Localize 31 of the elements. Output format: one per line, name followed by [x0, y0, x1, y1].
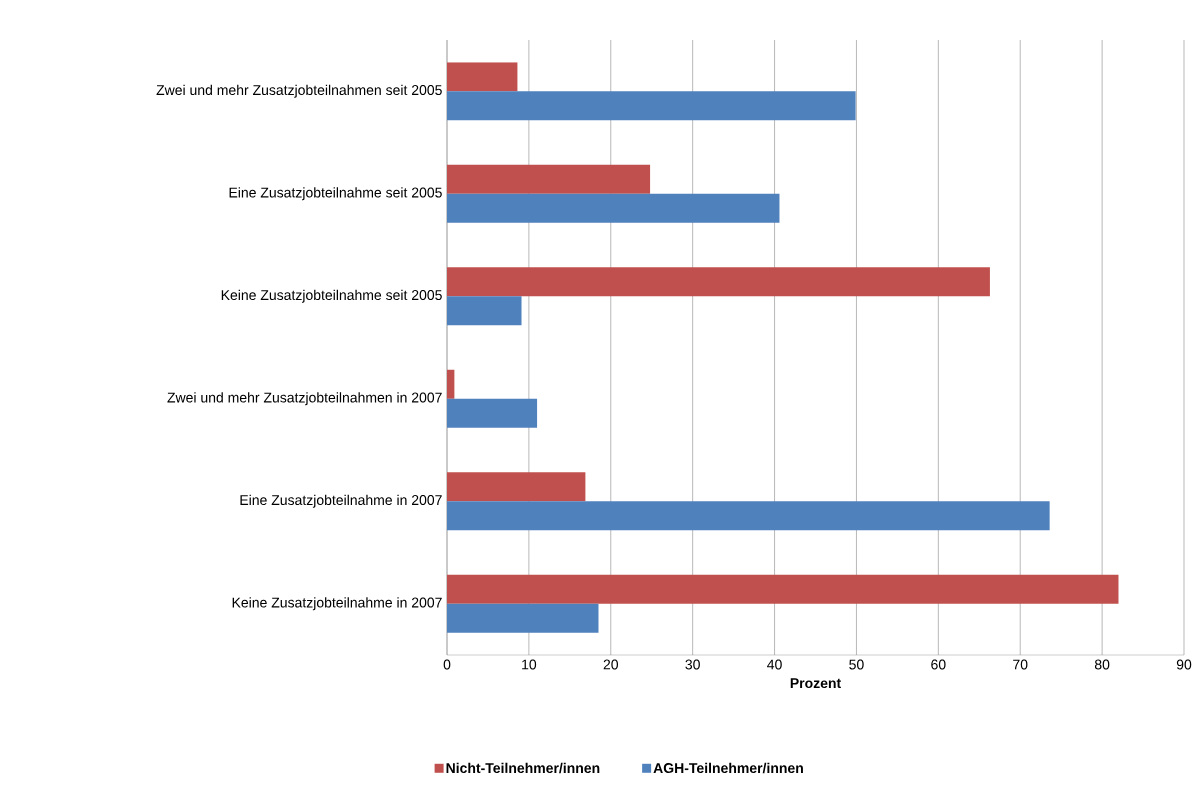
bar — [447, 603, 599, 633]
x-tick-label: 60 — [931, 659, 946, 670]
bar — [447, 369, 455, 399]
bar — [447, 296, 522, 326]
x-tick-label: 40 — [767, 659, 782, 670]
y-tick-label: Keine Zusatzjobteilnahme seit 2005 — [221, 289, 442, 303]
x-tick-label: 70 — [1013, 659, 1028, 670]
x-tick-label: 20 — [603, 659, 619, 670]
bar — [447, 164, 651, 194]
y-tick-label: Eine Zusatzjobteilnahme in 2007 — [240, 494, 442, 508]
x-tick-label: 80 — [1094, 659, 1110, 670]
y-tick-label: Keine Zusatzjobteilnahme in 2007 — [232, 597, 442, 611]
bar — [447, 62, 518, 92]
y-tick-label: Zwei und mehr Zusatzjobteilnahmen in 2007 — [167, 392, 442, 406]
x-tick-label: 90 — [1176, 659, 1192, 670]
bar — [447, 91, 856, 121]
bar — [447, 574, 1119, 604]
bar — [447, 472, 586, 502]
bar — [447, 398, 538, 428]
x-axis-title: Prozent — [790, 678, 841, 689]
legend-label: AGH-Teilnehmer/innen — [653, 762, 803, 774]
x-tick-label: 10 — [522, 659, 537, 670]
y-tick-label: Zwei und mehr Zusatzjobteilnahmen seit 2005 — [156, 84, 442, 98]
bar — [447, 193, 780, 223]
bar — [447, 267, 990, 297]
bar — [447, 501, 1050, 531]
x-tick-label: 30 — [685, 659, 700, 670]
x-tick-label: 50 — [849, 659, 864, 670]
y-tick-label: Eine Zusatzjobteilnahme seit 2005 — [229, 187, 442, 201]
x-tick-label: 0 — [443, 659, 451, 670]
legend-label: Nicht-Teilnehmer/innen — [446, 762, 600, 774]
